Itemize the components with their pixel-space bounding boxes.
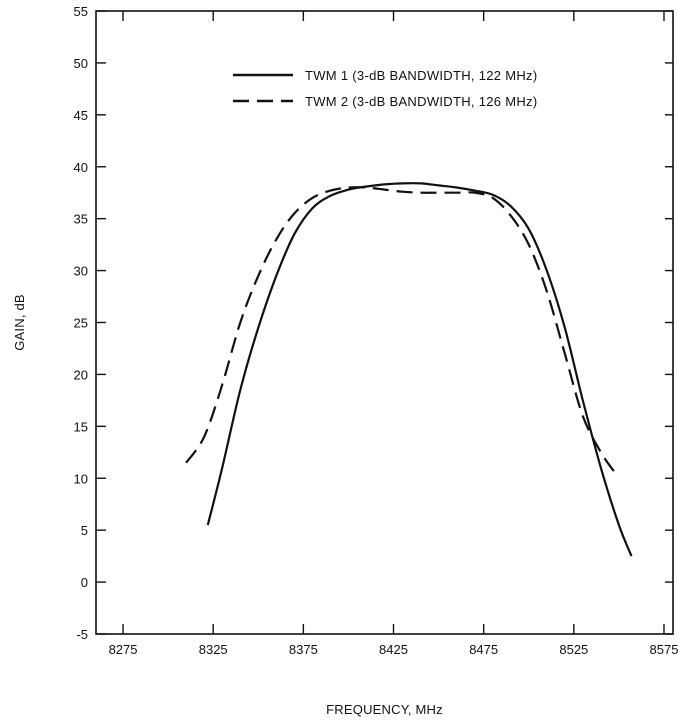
y-axis-title: GAIN, dB [12,294,27,351]
x-axis-title: FREQUENCY, MHz [326,702,443,717]
y-tick-label: 5 [81,523,88,538]
series-twm2-line [185,186,617,474]
x-tick-label: 8375 [289,642,318,657]
legend: TWM 1 (3-dB BANDWIDTH, 122 MHz) TWM 2 (3-… [233,68,537,109]
y-tick-label: 45 [74,108,88,123]
legend-label-twm1: TWM 1 (3-dB BANDWIDTH, 122 MHz) [305,68,537,83]
y-tick-label: 50 [74,56,88,71]
x-axis-ticks: 8275 8325 8375 8425 8475 8525 8575 [109,11,678,657]
y-tick-label: 15 [74,419,88,434]
x-tick-label: 8475 [469,642,498,657]
x-tick-label: 8525 [559,642,588,657]
y-tick-label: 40 [74,160,88,175]
y-tick-label: 10 [74,471,88,486]
series-layer [185,182,633,557]
y-axis-ticks: -5 0 5 10 15 20 25 30 35 40 45 50 55 [74,4,673,642]
y-tick-label: 0 [81,575,88,590]
y-tick-label: -5 [76,627,88,642]
x-tick-label: 8425 [379,642,408,657]
legend-label-twm2: TWM 2 (3-dB BANDWIDTH, 126 MHz) [305,94,537,109]
y-tick-label: 35 [74,212,88,227]
y-tick-label: 55 [74,4,88,19]
x-tick-label: 8275 [109,642,138,657]
x-tick-label: 8325 [199,642,228,657]
series-twm1-line [206,182,633,557]
y-tick-label: 20 [74,367,88,382]
x-tick-label: 8575 [650,642,678,657]
y-tick-label: 30 [74,264,88,279]
y-tick-label: 25 [74,316,88,331]
